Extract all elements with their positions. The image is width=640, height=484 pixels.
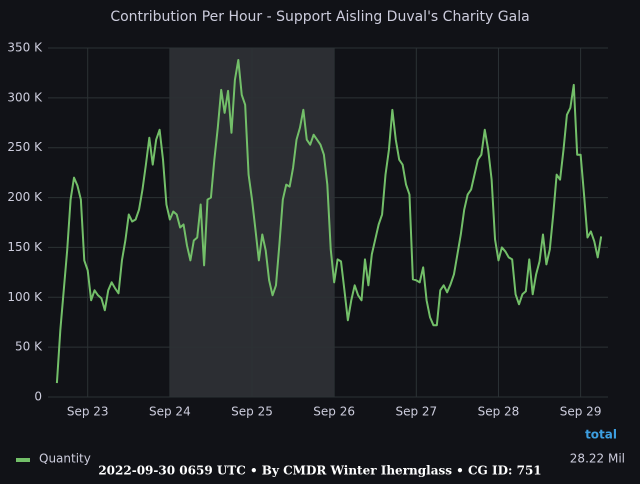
x-tick-label: Sep 26 bbox=[313, 405, 355, 419]
y-tick-label: 200 K bbox=[7, 190, 43, 204]
y-tick-label: 0 bbox=[34, 390, 42, 404]
footer: 2022-09-30 0659 UTC • By CMDR Winter Ihe… bbox=[98, 464, 541, 478]
y-tick-label: 250 K bbox=[7, 140, 43, 154]
legend-header: total bbox=[585, 428, 617, 442]
x-tick-label: Sep 29 bbox=[560, 405, 602, 419]
y-tick-label: 50 K bbox=[15, 340, 43, 354]
x-tick-label: Sep 23 bbox=[67, 405, 109, 419]
data-line bbox=[55, 58, 603, 384]
y-tick-label: 100 K bbox=[7, 290, 43, 304]
x-tick-label: Sep 24 bbox=[149, 405, 191, 419]
y-tick-label: 150 K bbox=[7, 240, 43, 254]
legend-total: 28.22 Mil bbox=[570, 452, 625, 466]
x-tick-label: Sep 25 bbox=[231, 405, 273, 419]
y-tick-label: 300 K bbox=[7, 90, 43, 104]
x-tick-label: Sep 27 bbox=[395, 405, 437, 419]
chart-title: Contribution Per Hour - Support Aisling … bbox=[110, 9, 529, 25]
y-tick-label: 350 K bbox=[7, 41, 43, 55]
x-tick-label: Sep 28 bbox=[478, 405, 520, 419]
legend-label: Quantity bbox=[39, 452, 91, 466]
